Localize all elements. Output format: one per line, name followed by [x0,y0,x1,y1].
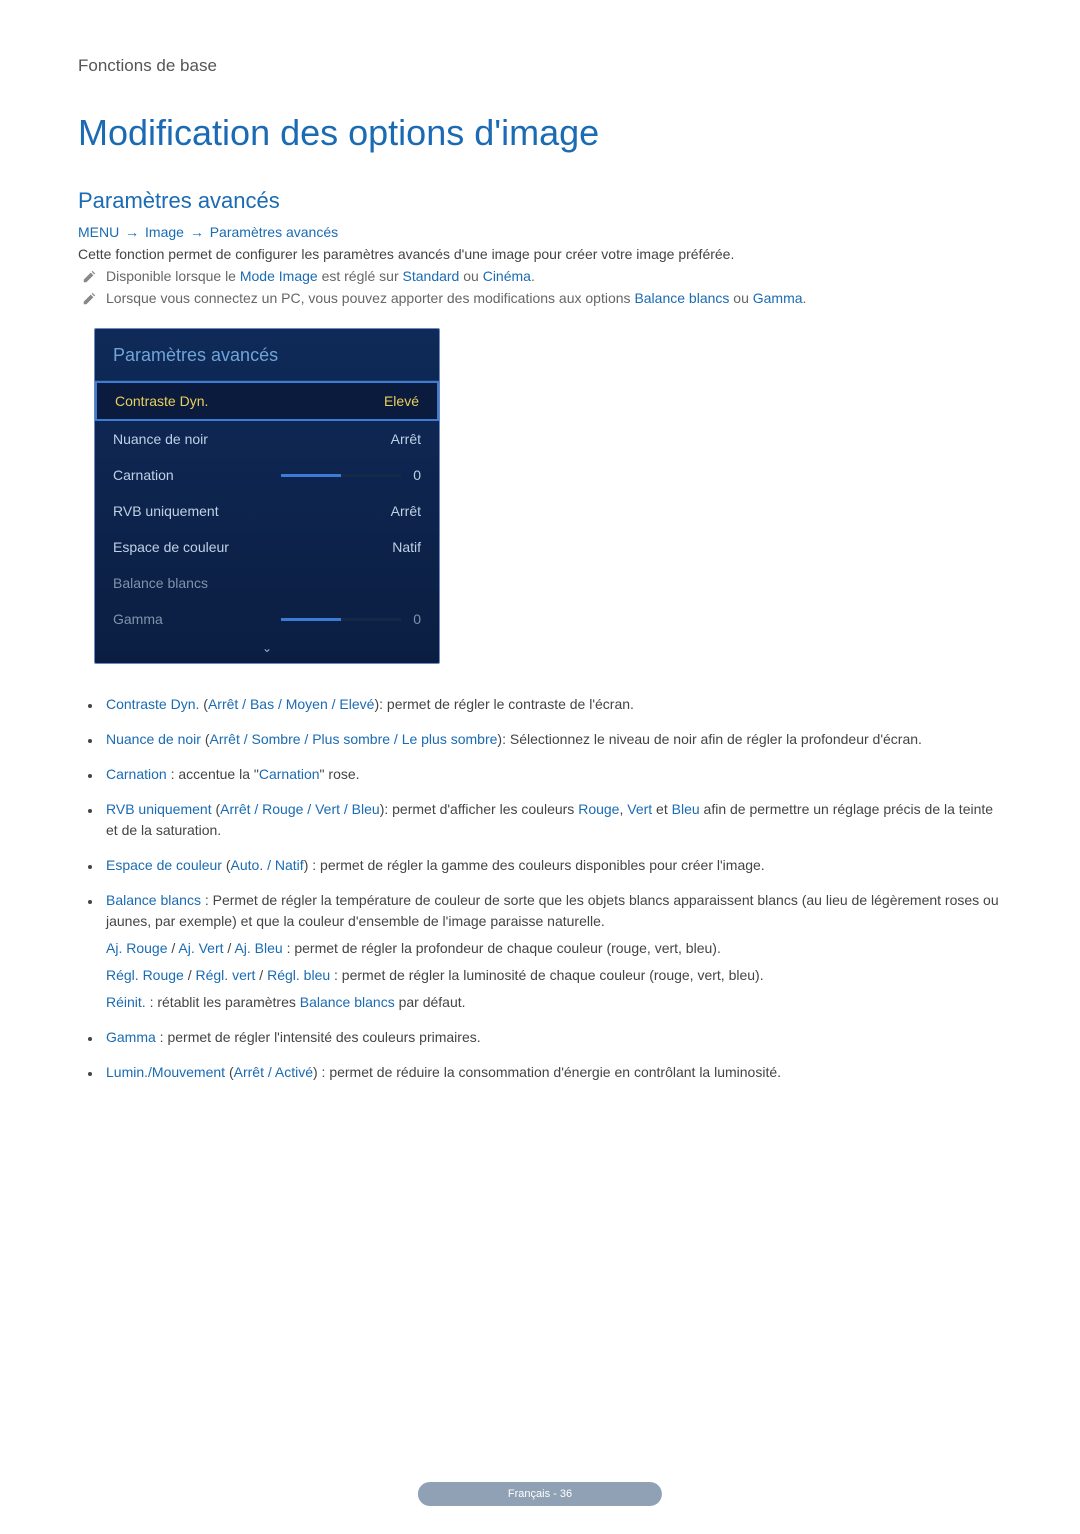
note-2: Lorsque vous connectez un PC, vous pouve… [78,290,1002,306]
row-value: 0 [413,467,421,483]
list-item: Balance blancs : Permet de régler la tem… [102,890,1002,1013]
settings-row[interactable]: Contraste Dyn. Elevé [95,381,439,421]
slider-track[interactable] [281,618,401,621]
chapter-label: Fonctions de base [78,56,1002,76]
row-value: Arrêt [391,431,421,447]
row-label: RVB uniquement [113,503,219,519]
row-label: Gamma [113,611,163,627]
slider-track[interactable] [281,474,401,477]
breadcrumb-menu: MENU [78,224,119,240]
list-item: Espace de couleur (Auto. / Natif) : perm… [102,855,1002,876]
list-item: RVB uniquement (Arrêt / Rouge / Vert / B… [102,799,1002,841]
pen-icon [82,292,96,306]
arrow-icon: → [125,224,139,240]
settings-row[interactable]: Gamma 0 [95,601,439,637]
settings-row[interactable]: Espace de couleur Natif [95,529,439,565]
breadcrumb: MENU → Image → Paramètres avancés [78,224,1002,240]
settings-panel: Paramètres avancés Contraste Dyn. Elevé Nu… [94,328,440,664]
list-item: Nuance de noir (Arrêt / Sombre / Plus so… [102,729,1002,750]
breadcrumb-image: Image [145,224,184,240]
section-title: Paramètres avancés [78,188,1002,214]
row-label: Balance blancs [113,575,208,591]
list-item: Gamma : permet de régler l'intensité des… [102,1027,1002,1048]
row-label: Nuance de noir [113,431,208,447]
list-item: Contraste Dyn. (Arrêt / Bas / Moyen / El… [102,694,1002,715]
settings-row[interactable]: RVB uniquement Arrêt [95,493,439,529]
settings-row[interactable]: Carnation 0 [95,457,439,493]
chevron-down-icon[interactable]: ⌄ [95,637,439,663]
settings-row[interactable]: Nuance de noir Arrêt [95,421,439,457]
row-value: Elevé [384,393,419,409]
list-item: Lumin./Mouvement (Arrêt / Activé) : perm… [102,1062,1002,1083]
note-1: Disponible lorsque le Mode Image est rég… [78,268,1002,284]
breadcrumb-params: Paramètres avancés [210,224,338,240]
page-number: Français - 36 [418,1482,662,1506]
description-list: Contraste Dyn. (Arrêt / Bas / Moyen / El… [78,694,1002,1083]
row-label: Carnation [113,467,174,483]
row-label: Espace de couleur [113,539,229,555]
row-value: Arrêt [391,503,421,519]
settings-row[interactable]: Balance blancs [95,565,439,601]
row-value: Natif [392,539,421,555]
row-label: Contraste Dyn. [115,393,208,409]
page-title: Modification des options d'image [78,112,1002,154]
panel-title: Paramètres avancés [95,329,439,380]
pen-icon [82,270,96,284]
arrow-icon: → [190,224,204,240]
list-item: Carnation : accentue la "Carnation" rose… [102,764,1002,785]
row-value: 0 [413,611,421,627]
intro-text: Cette fonction permet de configurer les … [78,246,1002,262]
